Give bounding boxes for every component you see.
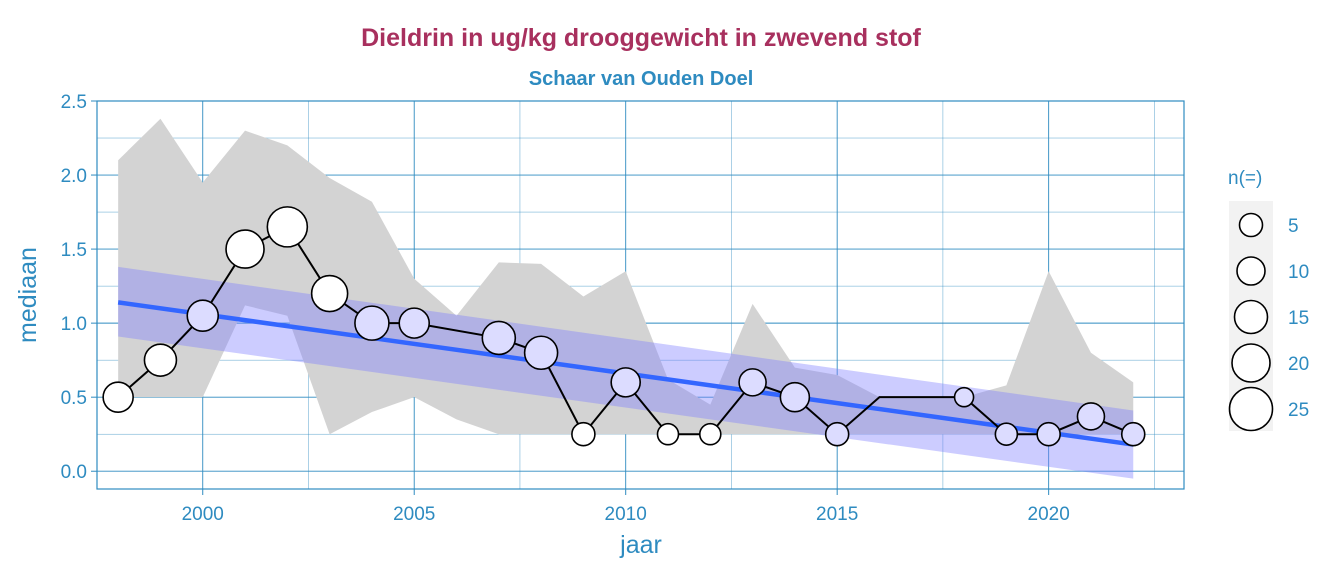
legend-label: 5 (1288, 216, 1299, 237)
data-point (266, 206, 309, 248)
data-point (610, 367, 641, 398)
data-point (571, 421, 596, 447)
y-tick-label: 1.5 (61, 240, 87, 261)
x-tick-label: 2020 (1028, 504, 1070, 525)
y-tick-label: 0.5 (61, 388, 87, 409)
data-point (953, 386, 975, 408)
y-tick-label: 2.5 (61, 92, 87, 113)
y-axis-title: mediaan (14, 247, 42, 343)
x-tick-label: 2005 (393, 504, 435, 525)
x-tick-label: 2010 (605, 504, 647, 525)
axis-ticks (91, 100, 1050, 495)
data-point (1036, 421, 1061, 447)
series-layer (102, 206, 1146, 447)
data-point (354, 305, 390, 341)
legend-symbol (1233, 299, 1269, 335)
legend-label: 15 (1288, 308, 1309, 329)
x-tick-labels: 2000 2005 2010 2015 2020 (182, 504, 1070, 525)
legend-label: 25 (1288, 400, 1309, 421)
data-point (994, 422, 1019, 447)
legend-symbol (1236, 256, 1266, 286)
y-tick-label: 1.0 (61, 314, 87, 335)
data-point (310, 274, 349, 313)
chart-title: Dieldrin in ug/kg drooggewicht in zweven… (361, 24, 921, 52)
data-point (1076, 402, 1106, 431)
data-point (656, 422, 680, 446)
x-tick-label: 2000 (182, 504, 224, 525)
legend-label: 20 (1288, 354, 1309, 375)
legend-title: n(=) (1228, 168, 1262, 189)
data-point (1120, 421, 1146, 447)
data-point (398, 307, 431, 339)
range-band-layer (118, 118, 1134, 435)
x-tick-label: 2015 (816, 504, 858, 525)
data-point (824, 421, 850, 447)
legend-symbol (1231, 343, 1271, 383)
legend: n(=) 5 10 15 20 25 (1228, 168, 1309, 432)
legend-symbol (1228, 386, 1274, 432)
legend-symbol (1238, 212, 1264, 238)
data-point (738, 368, 767, 397)
plot-border (96, 100, 1185, 490)
legend-entries: 5 10 15 20 25 (1228, 212, 1309, 432)
x-axis-title: jaar (619, 531, 662, 559)
data-point (779, 381, 811, 413)
chart-subtitle: Schaar van Ouden Doel (529, 68, 754, 90)
data-point (102, 381, 134, 413)
data-point (523, 335, 559, 371)
data-point (698, 422, 722, 446)
y-tick-label: 0.0 (61, 462, 87, 483)
y-tick-label: 2.0 (61, 166, 87, 187)
data-point (225, 229, 265, 269)
y-tick-labels: 0.0 0.5 1.0 1.5 2.0 2.5 (61, 92, 87, 483)
data-point (143, 343, 178, 377)
data-point (186, 299, 220, 333)
legend-label: 10 (1288, 262, 1309, 283)
range-band (118, 118, 1134, 435)
data-point (481, 320, 517, 356)
